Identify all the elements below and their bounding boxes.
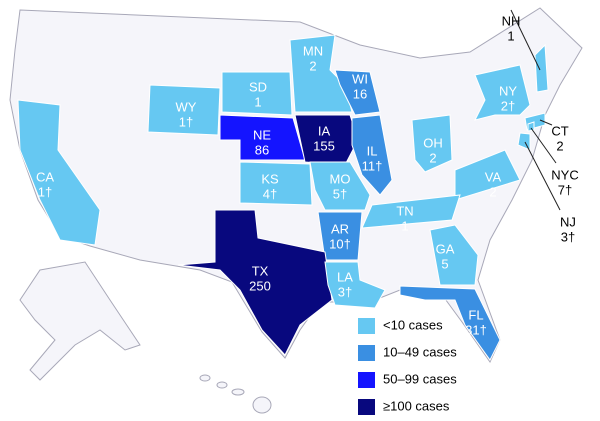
state-shape — [474, 64, 531, 121]
state-count: 1 — [254, 94, 261, 109]
legend-swatch — [358, 318, 375, 334]
state-shape — [527, 121, 535, 132]
state-count: 1 — [401, 218, 408, 233]
state-count: 5 — [441, 256, 448, 271]
state-shape — [411, 114, 453, 173]
state-count: 16 — [353, 86, 367, 101]
state-abbr: NJ — [560, 214, 576, 229]
leader-line — [539, 119, 553, 126]
legend-swatch — [358, 345, 375, 361]
state-shape — [454, 149, 521, 201]
state-shape — [221, 71, 293, 116]
state-abbr: NE — [253, 127, 271, 142]
legend-label: 50–99 cases — [383, 371, 457, 386]
state-shape — [351, 114, 393, 196]
legend-label: ≥100 cases — [383, 398, 450, 413]
state-count: 10† — [329, 236, 351, 251]
state-count: 250 — [249, 278, 271, 293]
state-shape — [147, 84, 221, 136]
hawaii — [199, 374, 272, 414]
state-abbr: MN — [303, 43, 323, 58]
state-count: 5† — [333, 186, 347, 201]
state-count: 1† — [38, 184, 52, 199]
state-abbr: LA — [337, 269, 353, 284]
state-abbr: WY — [176, 99, 197, 114]
state-shape — [324, 261, 386, 309]
state-count: 2 — [309, 58, 316, 73]
state-count: 31† — [465, 322, 487, 337]
state-abbr: GA — [436, 241, 455, 256]
state-shape — [429, 224, 479, 286]
state-shape — [309, 161, 371, 211]
state-count: 3† — [338, 284, 352, 299]
state-abbr: MO — [330, 171, 351, 186]
leader-line — [524, 141, 561, 211]
state-abbr: SD — [249, 79, 267, 94]
state-abbr: CT — [551, 123, 568, 138]
state-shape — [219, 114, 306, 161]
leader-line — [510, 9, 541, 71]
state-count: 1† — [179, 114, 193, 129]
state-abbr: NYC — [551, 167, 578, 182]
leader-line — [530, 127, 557, 164]
state-abbr: AR — [331, 221, 349, 236]
state-count: 1 — [507, 28, 514, 43]
state-abbr: CA — [36, 169, 54, 184]
state-abbr: NY — [499, 83, 517, 98]
state-shape — [334, 69, 381, 116]
state-abbr: VA — [485, 169, 502, 184]
state-count: 2 — [489, 184, 496, 199]
state-abbr: IA — [318, 123, 331, 138]
state-count: 2 — [429, 150, 436, 165]
state-count: 86 — [255, 142, 269, 157]
state-shape — [17, 99, 101, 246]
legend-label: <10 cases — [383, 317, 443, 332]
state-shape — [177, 209, 333, 356]
state-abbr: NH — [502, 13, 521, 28]
state-count: 2 — [556, 138, 563, 153]
state-count: 3† — [561, 229, 575, 244]
legend: <10 cases 10–49 cases 50–99 cases ≥100 case… — [358, 317, 457, 415]
state-abbr: OH — [423, 135, 443, 150]
state-shape — [534, 43, 549, 93]
state-shape — [317, 211, 363, 261]
state-count: 11† — [362, 158, 383, 173]
state-shape — [294, 114, 359, 166]
legend-label: 10–49 cases — [383, 344, 457, 359]
state-count: 4† — [263, 186, 277, 201]
state-abbr: TN — [396, 203, 413, 218]
state-shape — [361, 194, 461, 229]
state-count: 2† — [501, 98, 515, 113]
state-abbr: IL — [367, 143, 378, 158]
state-abbr: KS — [261, 171, 279, 186]
state-count: 155 — [313, 138, 335, 153]
state-abbr: WI — [352, 71, 368, 86]
state-abbr: TX — [252, 263, 269, 278]
legend-swatch — [358, 372, 375, 388]
state-shape — [239, 161, 313, 206]
legend-swatch — [358, 399, 375, 415]
state-count: 7† — [558, 182, 572, 197]
state-shape — [399, 285, 501, 361]
state-abbr: FL — [468, 307, 483, 322]
alaska — [19, 261, 141, 381]
